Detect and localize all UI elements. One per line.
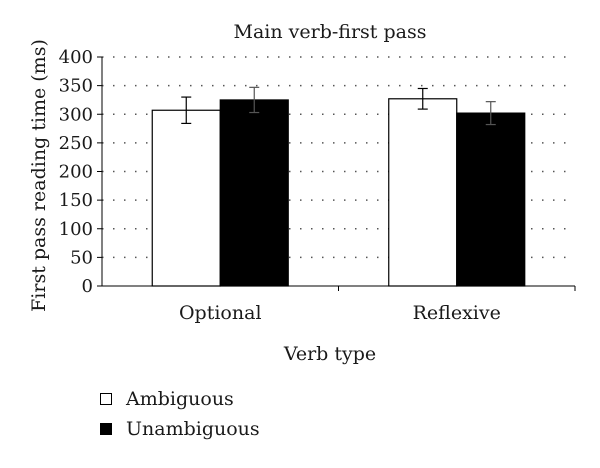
legend-label-ambiguous: Ambiguous	[126, 388, 234, 410]
y-tick-label-200: 200	[59, 162, 93, 183]
chart-title: Main verb-first pass	[234, 21, 427, 43]
y-tick-labels: 0 50 100 150 200 250 300 350 400	[59, 47, 93, 297]
y-axis-label: First pass reading time (ms)	[28, 39, 50, 312]
y-tick-label-100: 100	[59, 219, 93, 240]
bar-ambiguous-reflexive	[388, 98, 458, 287]
legend-item-unambiguous: Unambiguous	[100, 414, 260, 444]
x-tick-label-reflexive: Reflexive	[413, 302, 501, 324]
y-tick-label-350: 350	[59, 76, 93, 97]
y-tick-label-300: 300	[59, 104, 93, 125]
y-tick-label-150: 150	[59, 190, 93, 211]
legend-label-unambiguous: Unambiguous	[126, 418, 260, 440]
legend-swatch-ambiguous	[100, 393, 112, 405]
y-tick-label-250: 250	[59, 133, 93, 154]
bar-unambiguous-optional	[219, 99, 289, 287]
x-tick-label-optional: Optional	[179, 302, 262, 324]
y-tick-label-400: 400	[59, 47, 93, 68]
legend-item-ambiguous: Ambiguous	[100, 384, 260, 414]
x-axis-label: Verb type	[283, 343, 376, 365]
y-tick-label-0: 0	[82, 276, 93, 297]
legend: Ambiguous Unambiguous	[100, 384, 260, 444]
x-tick-labels: Optional Reflexive	[179, 302, 501, 324]
legend-swatch-unambiguous	[100, 423, 112, 435]
y-tick-label-50: 50	[70, 247, 93, 268]
axes	[97, 56, 576, 291]
bar-unambiguous-reflexive	[456, 112, 526, 287]
bar-ambiguous-optional	[151, 109, 221, 287]
bars	[151, 86, 526, 287]
